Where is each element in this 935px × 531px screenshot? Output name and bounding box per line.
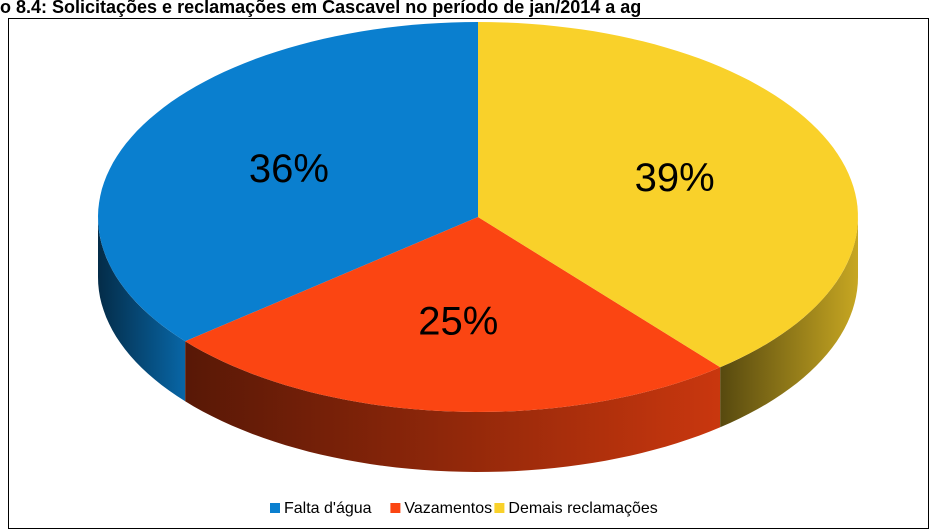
legend-label: Falta d'água bbox=[284, 500, 372, 517]
legend-label: Vazamentos bbox=[404, 500, 492, 517]
data-label: 25% bbox=[418, 299, 498, 343]
pie-slice bbox=[98, 22, 478, 342]
legend-swatch bbox=[390, 503, 401, 513]
legend-label: Demais reclamações bbox=[508, 500, 657, 517]
legend-swatch bbox=[494, 503, 505, 513]
pie-wall bbox=[720, 217, 858, 428]
pie-wall bbox=[185, 341, 721, 472]
legend-swatch bbox=[270, 503, 280, 513]
pie-slice bbox=[185, 217, 721, 412]
chart-title: o 8.4: Solicitações e reclamações em Cas… bbox=[0, 0, 641, 17]
data-label: 39% bbox=[635, 156, 715, 200]
pie-slice bbox=[478, 22, 858, 368]
data-label: 36% bbox=[249, 147, 329, 191]
pie-wall bbox=[98, 217, 186, 402]
